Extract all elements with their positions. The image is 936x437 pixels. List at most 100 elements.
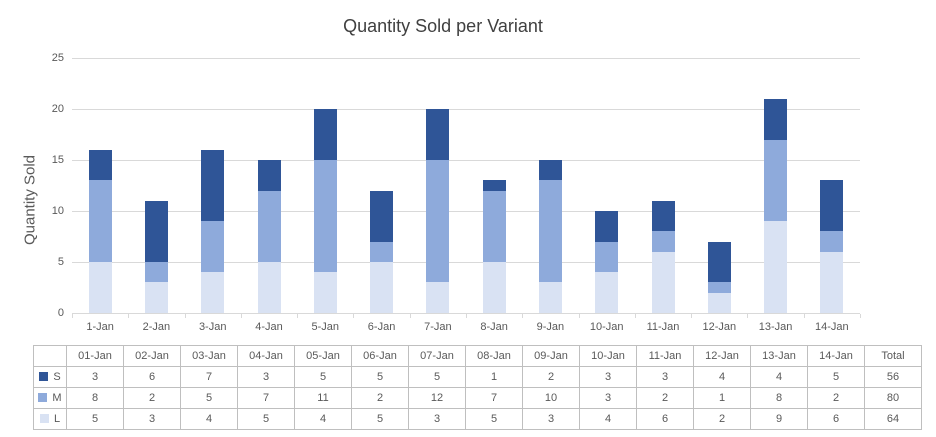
table-value-cell: 5 <box>807 366 865 388</box>
table-value-cell: 3 <box>66 366 124 388</box>
table-value-cell: 4 <box>294 408 352 430</box>
x-axis-category-label: 14-Jan <box>815 321 849 333</box>
table-header-cell: 02-Jan <box>123 345 181 367</box>
bar-segment-m-7-Jan <box>426 160 450 283</box>
bar-segment-s-2-Jan <box>144 200 168 262</box>
table-value-cell: 56 <box>864 366 922 388</box>
table-value-cell: 7 <box>465 387 523 409</box>
table-value-cell: 5 <box>408 366 466 388</box>
legend-key-swatch <box>39 372 49 381</box>
bar-segment-l-11-Jan <box>651 251 675 313</box>
table-value-cell: 4 <box>750 366 808 388</box>
bar-segment-s-11-Jan <box>651 200 675 232</box>
x-axis-category-label: 9-Jan <box>536 321 565 333</box>
table-header-cell: 08-Jan <box>465 345 523 367</box>
table-header-cell: 14-Jan <box>807 345 865 367</box>
table-value-cell: 2 <box>636 387 694 409</box>
x-axis-category-label: 8-Jan <box>480 321 508 333</box>
table-value-cell: 4 <box>693 366 751 388</box>
table-value-cell: 2 <box>522 366 580 388</box>
table-value-cell: 5 <box>237 408 295 430</box>
x-axis-tick-mark <box>466 314 467 318</box>
y-axis-tick-label: 15 <box>51 154 64 166</box>
x-axis-category-label: 3-Jan <box>198 321 227 333</box>
x-axis-category-label: 1-Jan <box>86 321 114 333</box>
table-corner-cell <box>33 345 67 367</box>
bar-segment-l-3-Jan <box>201 272 225 313</box>
data-table: 01-Jan 02-Jan 03-Jan 04-Jan 05-Jan 06-Jan 07-J… <box>33 345 922 430</box>
table-value-cell: 3 <box>522 408 580 430</box>
x-axis-tick-mark <box>578 314 580 318</box>
table-header-cell: 11-Jan <box>636 345 694 367</box>
x-axis-tick-mark <box>522 314 524 318</box>
x-axis-tick-mark <box>803 314 805 318</box>
x-axis-tick-mark <box>353 314 355 318</box>
x-axis-tick-mark <box>747 314 749 318</box>
bar-segment-s-10-Jan <box>595 211 619 242</box>
table-value-cell: 3 <box>636 366 694 388</box>
table-value-cell: 2 <box>807 387 865 409</box>
bar-segment-l-8-Jan <box>482 262 506 313</box>
x-axis-tick-mark <box>860 314 861 318</box>
x-axis-line <box>72 313 860 314</box>
table-value-cell: 64 <box>864 408 922 430</box>
table-value-cell: 1 <box>465 366 523 388</box>
y-axis-tick-label: 0 <box>57 307 64 319</box>
table-value-cell: 11 <box>294 387 352 409</box>
x-axis-tick-mark <box>297 314 299 318</box>
x-axis-tick-mark <box>72 314 73 318</box>
table-header-cell: 03-Jan <box>180 345 238 367</box>
table-value-cell: 7 <box>180 366 238 388</box>
table-value-cell: 5 <box>351 408 409 430</box>
table-header-cell: Total <box>864 345 922 367</box>
table-value-cell: 6 <box>636 408 694 430</box>
horizontal-gridline <box>72 160 860 161</box>
bar-segment-s-9-Jan <box>538 160 562 181</box>
bar-segment-l-12-Jan <box>707 292 731 313</box>
x-axis-category-label: 10-Jan <box>589 321 624 333</box>
table-value-cell: 2 <box>123 387 181 409</box>
x-axis-category-label: 13-Jan <box>758 321 793 333</box>
table-value-cell: 5 <box>180 387 238 409</box>
table-value-cell: 5 <box>351 366 409 388</box>
bar-segment-l-7-Jan <box>426 282 450 313</box>
table-value-cell: 5 <box>294 366 352 388</box>
x-axis-category-label: 12-Jan <box>702 321 737 333</box>
table-header-cell: 01-Jan <box>66 345 124 367</box>
bar-segment-m-4-Jan <box>257 190 281 262</box>
bar-segment-l-4-Jan <box>257 262 281 313</box>
bar-segment-s-8-Jan <box>482 180 506 191</box>
table-value-cell: 80 <box>864 387 922 409</box>
bar-segment-m-8-Jan <box>482 190 506 262</box>
x-axis-category-label: 2-Jan <box>142 321 171 333</box>
x-axis-tick-mark <box>409 314 411 318</box>
table-header-cell: 09-Jan <box>522 345 580 367</box>
series-label-cell: S <box>33 366 67 388</box>
bar-segment-m-9-Jan <box>538 180 562 283</box>
table-header-cell: 12-Jan <box>693 345 751 367</box>
y-axis-tick-label: 10 <box>51 205 64 217</box>
y-axis-tick-label: 20 <box>51 103 64 115</box>
x-axis-category-label: 6-Jan <box>367 321 396 333</box>
table-header-cell: 04-Jan <box>237 345 295 367</box>
bar-segment-l-2-Jan <box>144 282 168 313</box>
table-value-cell: 1 <box>693 387 751 409</box>
bar-segment-m-2-Jan <box>144 262 168 283</box>
x-axis-tick-mark <box>691 314 693 318</box>
table-row: L 5 3 4 5 4 5 3 5 3 4 6 2 9 6 64 <box>33 408 922 430</box>
y-axis-title: Quantity Sold <box>21 154 39 246</box>
bar-segment-m-11-Jan <box>651 231 675 252</box>
legend-key-swatch <box>38 393 48 402</box>
x-axis-category-label: 11-Jan <box>646 321 680 333</box>
table-value-cell: 3 <box>408 408 466 430</box>
bar-segment-s-13-Jan <box>764 98 788 140</box>
y-axis-tick-label: 25 <box>51 52 64 64</box>
bar-segment-m-13-Jan <box>764 139 788 222</box>
bar-segment-l-10-Jan <box>595 272 619 313</box>
table-header-cell: 10-Jan <box>579 345 637 367</box>
horizontal-gridline <box>72 109 860 110</box>
horizontal-gridline <box>72 58 860 59</box>
table-value-cell: 8 <box>66 387 124 409</box>
bar-segment-s-3-Jan <box>201 149 225 222</box>
bar-segment-s-5-Jan <box>313 109 337 160</box>
